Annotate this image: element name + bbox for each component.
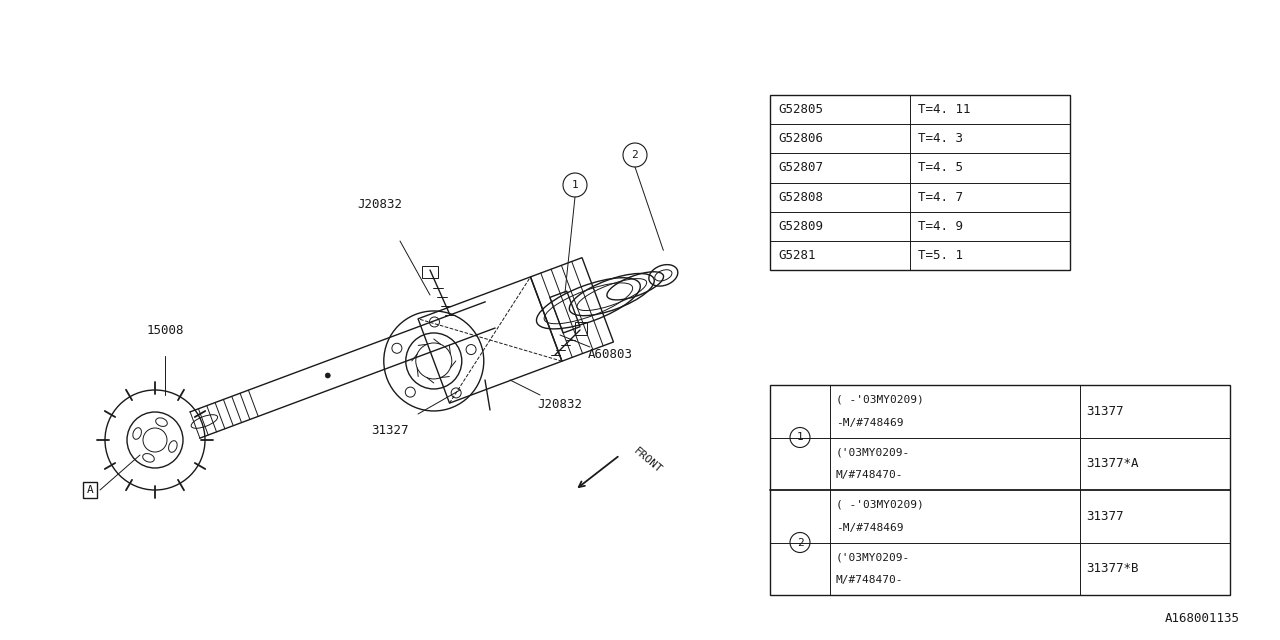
Text: 1: 1: [796, 433, 804, 442]
Text: A60803: A60803: [588, 349, 632, 362]
Text: 31327: 31327: [371, 424, 408, 436]
Circle shape: [790, 428, 810, 447]
Text: G52807: G52807: [778, 161, 823, 175]
Text: J20832: J20832: [538, 399, 582, 412]
Text: T=4. 11: T=4. 11: [918, 103, 970, 116]
Text: T=4. 3: T=4. 3: [918, 132, 963, 145]
Text: ('03MY0209-: ('03MY0209-: [836, 447, 910, 457]
Text: -M/#748469: -M/#748469: [836, 418, 904, 428]
Text: G52805: G52805: [778, 103, 823, 116]
Text: 31377*A: 31377*A: [1085, 457, 1138, 470]
Text: T=4. 7: T=4. 7: [918, 191, 963, 204]
Text: 31377*B: 31377*B: [1085, 563, 1138, 575]
Text: 1: 1: [572, 180, 579, 190]
Text: A168001135: A168001135: [1165, 612, 1240, 625]
Text: A: A: [87, 485, 93, 495]
Text: 2: 2: [631, 150, 639, 160]
Circle shape: [325, 373, 330, 378]
Text: ( -'03MY0209): ( -'03MY0209): [836, 500, 924, 509]
Bar: [771, 385, 1230, 595]
Text: G52808: G52808: [778, 191, 823, 204]
Text: FRONT: FRONT: [632, 446, 664, 476]
Text: -M/#748469: -M/#748469: [836, 523, 904, 532]
Text: G52806: G52806: [778, 132, 823, 145]
Text: J20832: J20832: [357, 198, 402, 211]
Text: M/#748470-: M/#748470-: [836, 575, 904, 586]
Circle shape: [563, 173, 588, 197]
Text: 2: 2: [796, 538, 804, 547]
Text: 31377: 31377: [1085, 509, 1124, 523]
Text: 31377: 31377: [1085, 404, 1124, 418]
Text: T=4. 9: T=4. 9: [918, 220, 963, 233]
Text: T=4. 5: T=4. 5: [918, 161, 963, 175]
Text: T=5. 1: T=5. 1: [918, 249, 963, 262]
Text: M/#748470-: M/#748470-: [836, 470, 904, 480]
Circle shape: [790, 532, 810, 552]
Text: ( -'03MY0209): ( -'03MY0209): [836, 395, 924, 404]
Circle shape: [623, 143, 646, 167]
Text: G5281: G5281: [778, 249, 815, 262]
Text: 15008: 15008: [146, 323, 184, 337]
Text: ('03MY0209-: ('03MY0209-: [836, 552, 910, 562]
Bar: [771, 95, 1070, 270]
Text: G52809: G52809: [778, 220, 823, 233]
